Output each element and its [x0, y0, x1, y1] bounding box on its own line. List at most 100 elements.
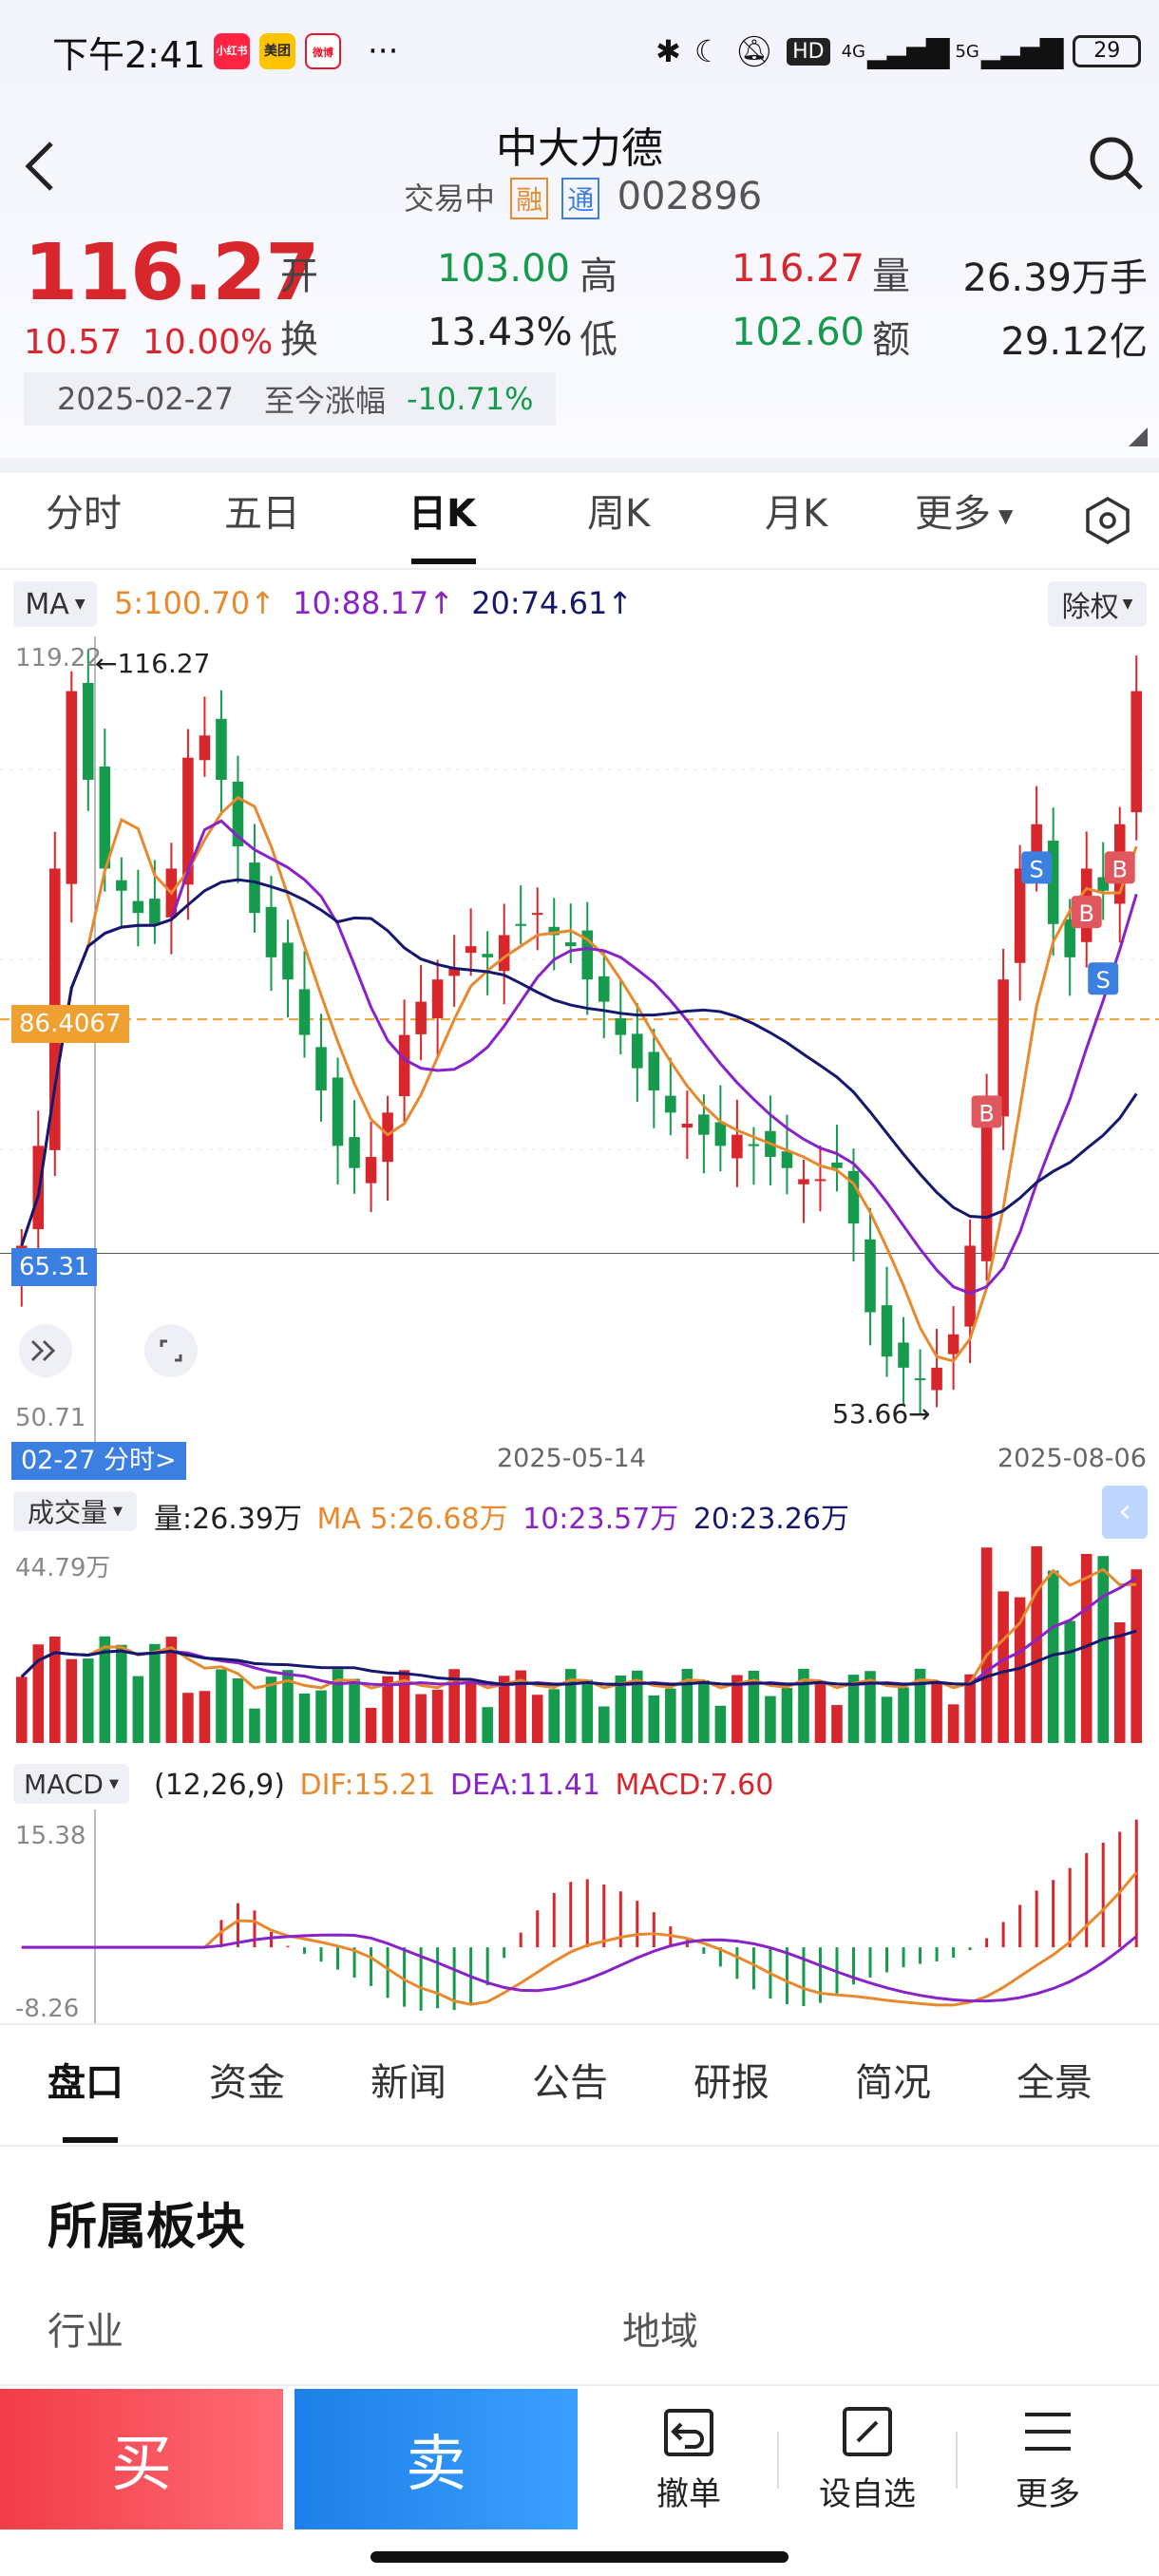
candle-body: [431, 979, 444, 1019]
settings-hexagon-icon[interactable]: [1083, 496, 1132, 545]
volume-bar: [1031, 1545, 1042, 1743]
signal-bars-icon-2: ▂▃▅▇: [980, 33, 1063, 69]
section-title: 所属板块: [48, 2199, 246, 2256]
candle-body: [1097, 877, 1109, 891]
menu-icon: [1025, 2413, 1071, 2451]
add-watchlist-button[interactable]: 设自选: [796, 2403, 939, 2514]
candle-body: [382, 1112, 393, 1163]
macd-chart[interactable]: [0, 1809, 1159, 2023]
candle-body: [1130, 691, 1143, 813]
candle-body: [448, 968, 460, 976]
tab-news[interactable]: 新闻: [370, 2061, 446, 2105]
candle-body: [282, 942, 294, 980]
tab-more-label: 更多: [915, 492, 991, 536]
high-value: 116.27: [732, 247, 864, 291]
vol-ma20: 20:23.26万: [693, 1503, 850, 1536]
tab-weekly-k[interactable]: 周K: [587, 492, 651, 536]
level-tag-lower: 65.31: [11, 1248, 98, 1286]
high-tag: ←116.27: [95, 648, 211, 679]
intraday-link[interactable]: 02-27 分时>: [11, 1442, 186, 1480]
candle-body: [947, 1334, 960, 1354]
volume-bar: [382, 1676, 393, 1743]
ma-selector-label: MA: [25, 587, 69, 621]
volume-bar: [149, 1643, 161, 1743]
candle-body: [298, 989, 311, 1035]
tab-more[interactable]: 更多 ▼: [915, 483, 1013, 538]
candle-body: [632, 1033, 643, 1069]
volume-bar: [83, 1658, 94, 1743]
caret-down-icon: ▼: [998, 504, 1014, 527]
cancel-order-button[interactable]: 撤单: [618, 2403, 760, 2514]
tab-daily-k[interactable]: 日K: [408, 492, 476, 536]
buy-marker: B: [1104, 851, 1135, 884]
volume-bar: [1097, 1556, 1109, 1743]
tab-monthly-k[interactable]: 月K: [765, 492, 828, 536]
volume-selector[interactable]: 成交量 ▼: [13, 1491, 137, 1531]
fullscreen-icon[interactable]: [142, 1322, 200, 1379]
volume-values: 量:26.39万 MA 5:26.68万 10:23.57万 20:23.26万: [154, 1495, 849, 1537]
volume-bar: [465, 1678, 477, 1743]
tab-funds[interactable]: 资金: [209, 2061, 285, 2105]
tab-announcements[interactable]: 公告: [532, 2061, 608, 2105]
buy-button[interactable]: 买: [0, 2389, 283, 2529]
volume-bar: [132, 1676, 144, 1743]
search-icon[interactable]: [1086, 133, 1147, 194]
candle-body: [1047, 841, 1059, 924]
expand-corner-icon[interactable]: [1129, 427, 1148, 446]
volume-bar: [931, 1681, 942, 1743]
volume-bar: [748, 1670, 760, 1743]
volume-bar: [165, 1637, 178, 1743]
volume-bar: [282, 1670, 294, 1743]
status-icons: ✱ ☾ 🔕︎ HD 4G ▂▃▅▇ 5G ▂▃▅▇ 29: [656, 23, 1142, 80]
volume-label: 量: [872, 255, 910, 298]
y-axis-bottom: 50.71: [15, 1404, 86, 1432]
volume-bar: [964, 1674, 976, 1743]
margin-badge: 融: [510, 178, 549, 219]
since-date-strip[interactable]: 2025-02-27 至今涨幅 -10.71%: [24, 372, 556, 426]
x-axis-right: 2025-08-06: [998, 1444, 1147, 1473]
caret-down-icon: ▼: [108, 1776, 119, 1791]
tab-five-day[interactable]: 五日: [224, 492, 300, 536]
status-time: 下午2:41: [52, 33, 206, 76]
battery-icon: 29: [1073, 35, 1142, 67]
tab-panorama[interactable]: 全景: [1016, 2061, 1092, 2105]
action-divider-1: [777, 2432, 779, 2489]
volume-ma20-line: [20, 1629, 1137, 1686]
ma20-value: 20:74.61: [471, 585, 608, 621]
stock-name: 中大力德: [496, 124, 663, 173]
candle-body: [66, 691, 78, 884]
tab-order-book[interactable]: 盘口: [48, 2061, 124, 2105]
tab-profile[interactable]: 简况: [855, 2061, 931, 2105]
adjust-selector[interactable]: 除权 ▼: [1048, 581, 1147, 627]
volume-bar: [1014, 1597, 1026, 1743]
volume-chart[interactable]: [0, 1539, 1159, 1748]
header-subtitle: 交易中 融 通 002896: [404, 175, 762, 219]
volume-bar: [32, 1644, 45, 1743]
tab-intraday[interactable]: 分时: [46, 492, 122, 536]
tab-active-indicator: [411, 559, 476, 564]
macd-values: (12,26,9) DIF:15.21 DEA:11.41 MACD:7.60: [154, 1769, 773, 1802]
adjust-label: 除权: [1061, 591, 1119, 624]
volume-bar: [581, 1679, 594, 1743]
back-icon[interactable]: [21, 138, 59, 195]
macd-selector[interactable]: MACD ▼: [13, 1764, 129, 1804]
volume-bar: [531, 1695, 543, 1743]
home-indicator: [370, 2551, 788, 2563]
collapse-panel-icon[interactable]: ‹: [1102, 1486, 1148, 1539]
volume-bar: [482, 1707, 493, 1743]
sell-marker-bg: [1088, 962, 1119, 995]
candle-body: [1031, 824, 1042, 869]
high-label: 高: [580, 255, 618, 298]
low-tag: 53.66→: [832, 1398, 931, 1430]
sell-button[interactable]: 卖: [294, 2389, 578, 2529]
ma-selector[interactable]: MA ▼: [13, 581, 97, 627]
more-button[interactable]: 更多: [977, 2403, 1119, 2514]
xiaohongshu-icon: 小红书: [214, 33, 250, 69]
candle-body: [315, 1047, 327, 1090]
tabs-top-divider: [0, 2023, 1159, 2025]
replay-icon[interactable]: [17, 1322, 74, 1379]
industry-label: 行业: [48, 2310, 124, 2354]
volume-selector-label: 成交量: [27, 1497, 107, 1528]
tab-research[interactable]: 研报: [694, 2061, 770, 2105]
dea-line: [21, 1933, 1138, 2003]
